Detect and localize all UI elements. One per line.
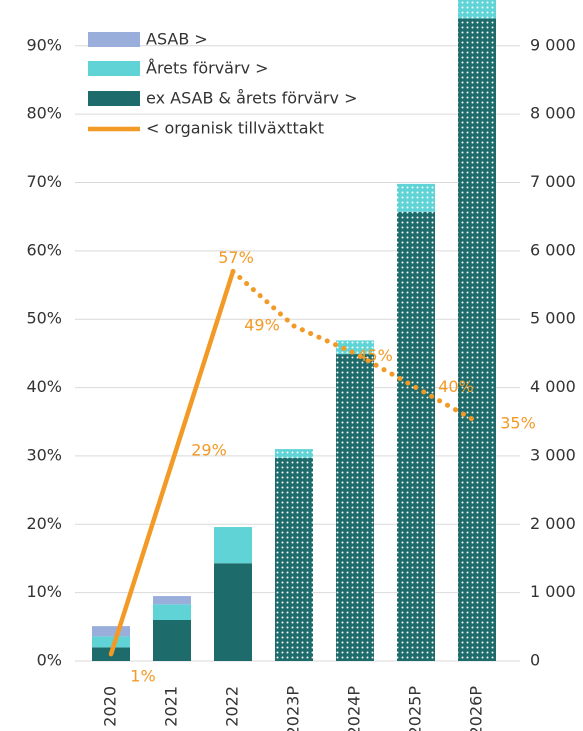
y2-tick-label: 9 000 xyxy=(530,35,576,54)
line xyxy=(108,269,236,657)
y2-tick-label: 7 000 xyxy=(530,172,576,191)
y2-tick-label: 5 000 xyxy=(530,309,576,328)
bar-pattern xyxy=(397,211,435,662)
y-tick-label: 20% xyxy=(26,514,62,533)
y-tick-label: 0% xyxy=(37,651,62,670)
y2-tick-label: 6 000 xyxy=(530,240,576,259)
legend-swatch xyxy=(88,32,140,47)
bar-pattern xyxy=(397,183,435,212)
data-label: 1% xyxy=(130,667,155,686)
y2-tick-label: 3 000 xyxy=(530,445,576,464)
data-label: 57% xyxy=(218,248,254,267)
y2-tick-label: 2 000 xyxy=(530,514,576,533)
y-tick-label: 10% xyxy=(26,582,62,601)
y2-tick-label: 1 000 xyxy=(530,582,576,601)
y2-tick-label: 0 xyxy=(530,651,540,670)
bar-segment xyxy=(214,527,252,564)
x-tick-label: 2022 xyxy=(223,686,242,727)
y-tick-label: 30% xyxy=(26,445,62,464)
bar-pattern xyxy=(275,457,313,661)
bar-segment xyxy=(214,563,252,661)
y2-tick-label: 4 000 xyxy=(530,377,576,396)
x-tick-label: 2021 xyxy=(162,686,181,727)
data-label: 29% xyxy=(191,440,227,459)
bar-segment xyxy=(92,636,130,648)
x-tick-label: 2020 xyxy=(101,686,120,727)
legend-label: ASAB > xyxy=(146,30,208,49)
legend-label: Årets förvärv > xyxy=(146,59,269,78)
bar-segment xyxy=(153,596,191,605)
line-dotted xyxy=(230,268,480,425)
legend-label: ex ASAB & årets förvärv > xyxy=(146,89,357,108)
y-tick-label: 90% xyxy=(26,35,62,54)
legend-swatch xyxy=(88,91,140,106)
bar-pattern xyxy=(458,0,496,19)
y-tick-label: 70% xyxy=(26,172,62,191)
x-tick-label: 2024P xyxy=(345,686,364,731)
bar-pattern xyxy=(336,340,374,355)
legend-label: < organisk tillväxttakt xyxy=(146,119,324,138)
bar-pattern xyxy=(458,18,496,661)
y2-tick-label: 8 000 xyxy=(530,104,576,123)
legend-swatch xyxy=(88,61,140,76)
bar-pattern xyxy=(275,449,313,458)
x-tick-label: 2023P xyxy=(284,686,303,731)
x-tick-label: 2025P xyxy=(406,686,425,731)
x-tick-label: 2026P xyxy=(467,686,486,731)
y-tick-label: 60% xyxy=(26,240,62,259)
y-tick-label: 80% xyxy=(26,104,62,123)
bar-segment xyxy=(92,626,130,637)
data-label: 49% xyxy=(244,316,280,335)
y-tick-label: 40% xyxy=(26,377,62,396)
data-label: 35% xyxy=(500,413,536,432)
bar-pattern xyxy=(336,354,374,661)
y-tick-label: 50% xyxy=(26,309,62,328)
bar-segment xyxy=(153,604,191,620)
data-label: 40% xyxy=(438,377,474,396)
data-label: 45% xyxy=(357,346,393,365)
bar-segment xyxy=(153,619,191,661)
